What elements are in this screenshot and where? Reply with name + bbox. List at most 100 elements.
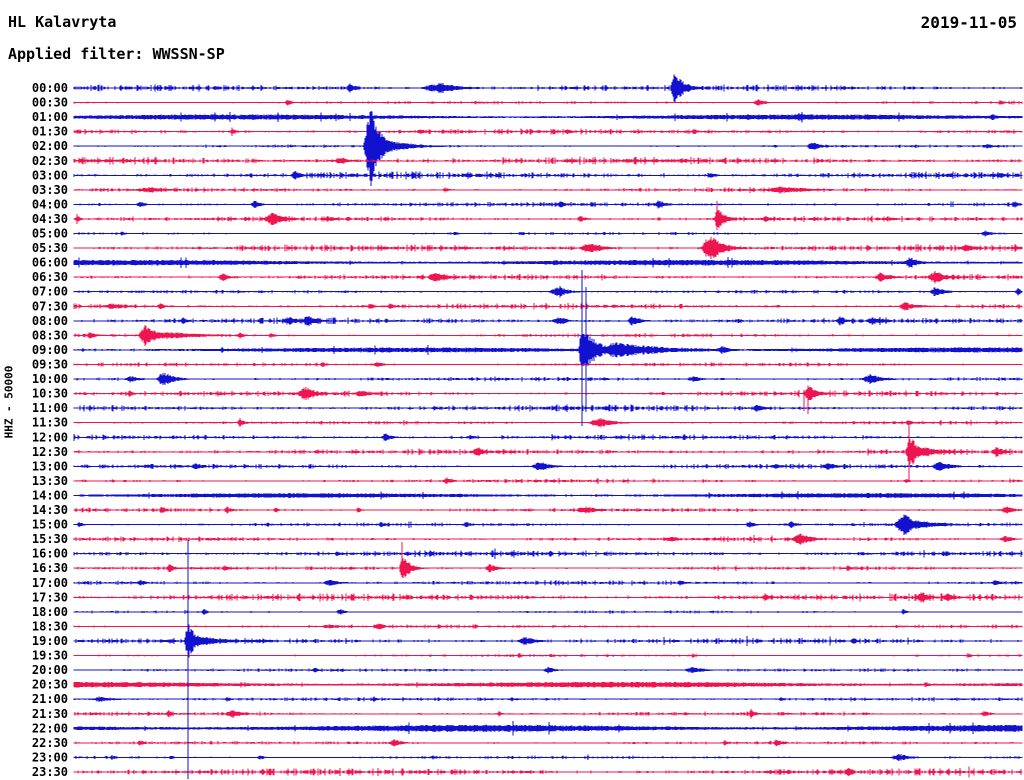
- seismogram-trace-02:00: [73, 111, 1023, 182]
- time-label-16:00: 16:00: [32, 547, 68, 561]
- time-label-11:30: 11:30: [32, 416, 68, 430]
- time-label-15:00: 15:00: [32, 518, 68, 532]
- seismogram-trace-16:00: [73, 548, 1023, 559]
- time-label-10:30: 10:30: [32, 387, 68, 401]
- seismogram-trace-12:30: [73, 439, 1023, 465]
- time-label-05:30: 05:30: [32, 241, 68, 255]
- time-label-13:00: 13:00: [32, 459, 68, 473]
- time-label-08:30: 08:30: [32, 328, 68, 342]
- seismogram-trace-07:30: [73, 302, 1023, 311]
- time-label-21:30: 21:30: [32, 707, 68, 721]
- time-label-03:00: 03:00: [32, 168, 68, 182]
- time-label-21:00: 21:00: [32, 692, 68, 706]
- seismogram-trace-19:00: [73, 624, 1023, 658]
- seismogram-trace-15:00: [73, 514, 1023, 535]
- time-label-14:30: 14:30: [32, 503, 68, 517]
- date-label: 2019-11-05: [920, 13, 1017, 32]
- seismogram-trace-08:30: [73, 325, 1023, 346]
- seismogram-trace-23:00: [73, 753, 1023, 762]
- filter-label: Applied filter: WWSSN-SP: [8, 45, 225, 63]
- time-label-16:30: 16:30: [32, 561, 68, 575]
- seismogram-trace-09:00: [73, 329, 1023, 371]
- seismogram-trace-09:30: [73, 362, 1023, 367]
- seismogram-trace-23:30: [73, 766, 1023, 778]
- time-label-03:30: 03:30: [32, 183, 68, 197]
- seismogram-trace-00:30: [73, 99, 1023, 106]
- seismogram-trace-16:30: [73, 558, 1023, 578]
- station-title: HL Kalavryta: [8, 13, 117, 31]
- time-label-18:00: 18:00: [32, 605, 68, 619]
- time-label-06:30: 06:30: [32, 270, 68, 284]
- seismogram-trace-04:30: [73, 208, 1023, 230]
- seismogram-trace-13:00: [73, 462, 1023, 471]
- time-label-23:30: 23:30: [32, 765, 68, 779]
- time-label-18:30: 18:30: [32, 620, 68, 634]
- seismogram-trace-20:00: [73, 666, 1023, 674]
- seismogram-trace-08:00: [73, 315, 1023, 326]
- seismogram-trace-12:00: [73, 433, 1023, 441]
- seismogram-trace-11:00: [73, 404, 1023, 412]
- time-label-17:00: 17:00: [32, 576, 68, 590]
- time-label-01:00: 01:00: [32, 110, 68, 124]
- seismogram-trace-03:30: [73, 186, 1023, 194]
- seismogram-trace-22:00: [73, 721, 1023, 736]
- seismogram-trace-13:30: [73, 477, 1023, 485]
- seismogram-trace-05:30: [73, 237, 1023, 259]
- time-label-02:00: 02:00: [32, 139, 68, 153]
- seismogram-trace-19:30: [73, 653, 1023, 658]
- time-label-12:30: 12:30: [32, 445, 68, 459]
- time-label-00:30: 00:30: [32, 96, 68, 110]
- seismogram-trace-14:00: [73, 491, 1023, 500]
- time-label-09:00: 09:00: [32, 343, 68, 357]
- time-label-19:00: 19:00: [32, 634, 68, 648]
- time-label-15:30: 15:30: [32, 532, 68, 546]
- time-label-04:30: 04:30: [32, 212, 68, 226]
- time-label-22:00: 22:00: [32, 721, 68, 735]
- time-label-13:30: 13:30: [32, 474, 68, 488]
- time-label-05:00: 05:00: [32, 227, 68, 241]
- seismogram-trace-18:30: [73, 623, 1023, 630]
- time-label-12:00: 12:00: [32, 430, 68, 444]
- time-label-09:30: 09:30: [32, 358, 68, 372]
- seismogram-trace-07:00: [73, 286, 1023, 298]
- seismogram-trace-10:30: [73, 385, 1023, 402]
- time-label-14:00: 14:00: [32, 489, 68, 503]
- time-label-19:30: 19:30: [32, 649, 68, 663]
- seismogram-trace-03:00: [73, 171, 1023, 180]
- time-label-17:30: 17:30: [32, 590, 68, 604]
- time-label-04:00: 04:00: [32, 197, 68, 211]
- time-label-10:00: 10:00: [32, 372, 68, 386]
- seismogram-trace-17:00: [73, 579, 1023, 586]
- seismogram-trace-21:00: [73, 696, 1023, 702]
- seismogram-trace-14:30: [73, 506, 1023, 514]
- time-label-11:00: 11:00: [32, 401, 68, 415]
- seismogram-trace-01:30: [73, 127, 1023, 136]
- seismogram-trace-17:30: [73, 592, 1023, 603]
- seismogram-trace-15:30: [73, 533, 1023, 545]
- time-label-06:00: 06:00: [32, 256, 68, 270]
- time-label-08:00: 08:00: [32, 314, 68, 328]
- seismogram-trace-11:30: [73, 418, 1023, 428]
- time-label-07:30: 07:30: [32, 299, 68, 313]
- seismogram-trace-18:00: [73, 608, 1023, 615]
- seismogram-trace-04:00: [73, 200, 1023, 209]
- seismogram-trace-06:00: [73, 257, 1023, 269]
- seismogram-trace-10:00: [73, 373, 1023, 385]
- seismogram-trace-05:00: [73, 230, 1023, 237]
- time-label-23:00: 23:00: [32, 750, 68, 764]
- time-label-02:30: 02:30: [32, 154, 68, 168]
- seismogram-trace-00:00: [73, 74, 1023, 102]
- time-label-07:00: 07:00: [32, 285, 68, 299]
- time-label-20:00: 20:00: [32, 663, 68, 677]
- seismogram-trace-01:00: [73, 111, 1023, 123]
- time-label-01:30: 01:30: [32, 125, 68, 139]
- seismogram-trace-06:30: [73, 270, 1023, 284]
- seismogram-trace-02:30: [73, 156, 1023, 166]
- time-label-00:00: 00:00: [32, 81, 68, 95]
- time-label-22:30: 22:30: [32, 736, 68, 750]
- seismogram-trace-21:30: [73, 709, 1023, 719]
- time-label-20:30: 20:30: [32, 678, 68, 692]
- seismogram-trace-20:30: [73, 681, 1023, 688]
